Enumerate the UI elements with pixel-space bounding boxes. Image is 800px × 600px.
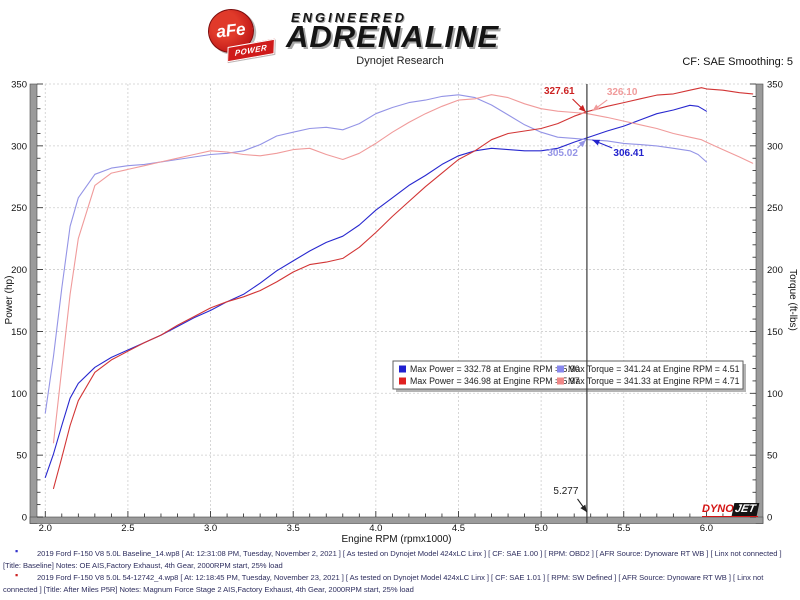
legend-label: Max Torque = 341.24 at Engine RPM = 4.51: [568, 364, 740, 374]
report-title: Dynojet Research: [356, 55, 444, 67]
dynojet-logo: DYNOJET: [702, 503, 760, 517]
svg-text:4.0: 4.0: [369, 523, 382, 534]
brand-line-engineered: ENGINEERED: [291, 10, 407, 25]
annotation-306.41: 306.41: [592, 139, 644, 159]
series-Baseline Power (hp): [44, 104, 707, 478]
svg-text:350: 350: [767, 80, 783, 91]
svg-text:Engine RPM (rpmx1000): Engine RPM (rpmx1000): [341, 534, 451, 545]
svg-text:300: 300: [11, 141, 27, 152]
svg-text:2.0: 2.0: [39, 523, 52, 534]
svg-text:326.10: 326.10: [607, 87, 638, 98]
svg-text:4.5: 4.5: [452, 523, 465, 534]
svg-text:350: 350: [11, 80, 27, 91]
annotation-326.10: 326.10: [592, 87, 638, 112]
svg-text:6.0: 6.0: [700, 523, 713, 534]
svg-text:327.61: 327.61: [544, 86, 575, 97]
svg-text:3.0: 3.0: [204, 523, 217, 534]
run-bullet-after: ▪: [15, 570, 19, 580]
svg-text:200: 200: [11, 265, 27, 276]
axis-ticks: [37, 83, 756, 518]
svg-text:150: 150: [767, 327, 783, 338]
smoothing-setting: CF: SAE Smoothing: 5: [682, 56, 793, 68]
legend-label: Max Torque = 341.33 at Engine RPM = 4.71: [568, 376, 740, 386]
svg-text:5.0: 5.0: [535, 523, 548, 534]
svg-text:300: 300: [767, 141, 783, 152]
dynojet-logo-dyno: DYNO: [702, 503, 734, 515]
svg-text:200: 200: [767, 265, 783, 276]
header: aFe POWER ENGINEERED ADRENALINE Dynojet …: [0, 0, 800, 78]
axis-titles: Power (hp) Torque (ft-lbs) Engine RPM (rpm…: [4, 269, 798, 545]
svg-text:100: 100: [11, 389, 27, 400]
run-bullet-baseline: ▪: [15, 546, 19, 556]
grid: [37, 83, 756, 517]
dyno-chart: 2.0 2.5 3.0 3.5 4.0 4.5 5.0 5.5 6.0 0 0 50 50 100 100 1…: [4, 80, 798, 546]
chart-legend: Max Power = 332.78 at Engine RPM = 5.90M…: [392, 360, 746, 392]
svg-text:Torque (ft-lbs): Torque (ft-lbs): [787, 269, 798, 331]
run-entry-baseline: ▪ 2019 Ford F-150 V8 5.0L Baseline_14.wp…: [0, 546, 797, 571]
run-entry-after: ▪ 2019 Ford F-150 V8 5.0L 54-12742_4.wp8…: [0, 570, 797, 595]
svg-text:5.5: 5.5: [617, 523, 630, 534]
svg-text:3.5: 3.5: [287, 523, 300, 534]
axis-bars: [29, 83, 764, 524]
series-After Power (hp): [52, 87, 754, 490]
legend-swatch: [399, 377, 406, 385]
svg-text:2.5: 2.5: [121, 523, 134, 534]
svg-text:50: 50: [16, 451, 27, 462]
svg-text:100: 100: [767, 389, 783, 400]
run-text-after: 2019 Ford F-150 V8 5.0L 54-12742_4.wp8 […: [3, 573, 764, 594]
annotation-327.61: 327.61: [544, 86, 587, 113]
svg-text:250: 250: [767, 203, 783, 214]
svg-text:306.41: 306.41: [613, 148, 644, 159]
dynojet-logo-jet: JET: [731, 503, 760, 516]
run-text-baseline: 2019 Ford F-150 V8 5.0L Baseline_14.wp8 …: [3, 549, 782, 570]
run-info-footer: ▪ 2019 Ford F-150 V8 5.0L Baseline_14.wp…: [0, 546, 797, 596]
series-After Torque (ft-lbs): [52, 94, 754, 444]
axis-tick-labels: 2.0 2.5 3.0 3.5 4.0 4.5 5.0 5.5 6.0 0 0 50 50 100 100 1…: [11, 80, 783, 535]
legend-swatch: [399, 365, 406, 373]
legend-label: Max Power = 346.98 at Engine RPM = 5.97: [410, 376, 580, 386]
svg-text:5.277: 5.277: [553, 486, 578, 497]
svg-text:0: 0: [22, 513, 27, 524]
brand-line-adrenaline: ADRENALINE: [286, 19, 500, 54]
svg-text:50: 50: [767, 451, 778, 462]
svg-text:0: 0: [767, 513, 772, 524]
annotation-305.02: 305.02: [547, 139, 587, 159]
svg-text:305.02: 305.02: [547, 148, 578, 159]
dynojet-logo-underline: [702, 515, 758, 517]
svg-text:150: 150: [11, 327, 27, 338]
legend-swatch: [557, 377, 564, 385]
svg-text:Power (hp): Power (hp): [4, 276, 15, 325]
legend-swatch: [557, 365, 564, 373]
legend-label: Max Power = 332.78 at Engine RPM = 5.90: [410, 364, 580, 374]
annotation-5.277: 5.277: [553, 486, 588, 513]
series-Baseline Torque (ft-lbs): [44, 94, 707, 414]
svg-text:250: 250: [11, 203, 27, 214]
